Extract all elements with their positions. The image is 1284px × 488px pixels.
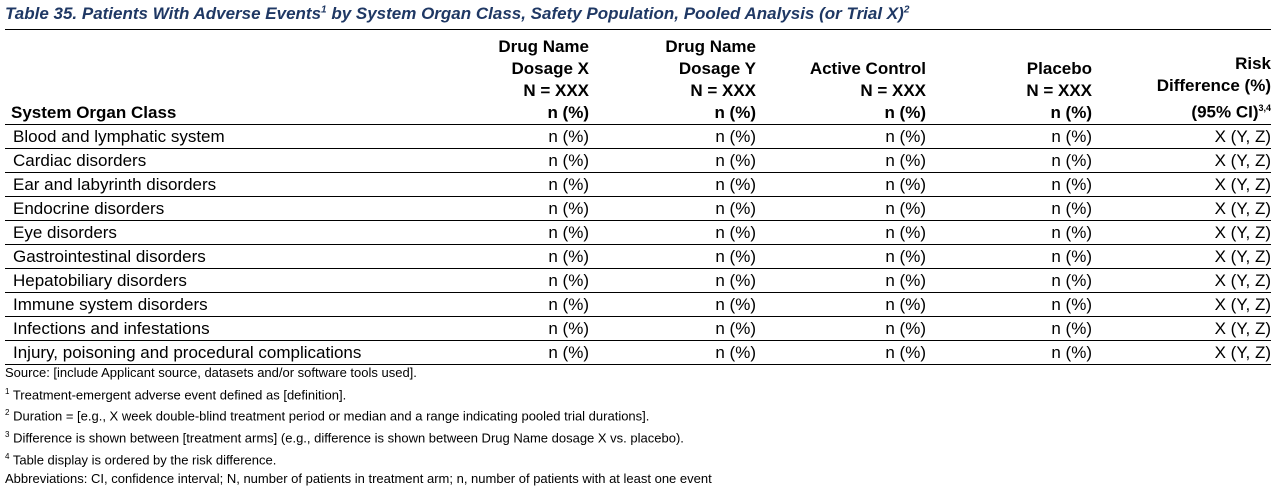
cell-risk-difference: X (Y, Z) (1092, 148, 1271, 173)
table-footnotes: Source: [include Applicant source, datas… (5, 364, 712, 488)
row-system-organ-class: Infections and infestations (5, 316, 495, 341)
row-system-organ-class: Injury, poisoning and procedural complic… (5, 340, 495, 365)
table-row: Cardiac disorders n (%) n (%) n (%) n (%) X (… (5, 148, 1271, 173)
cell-dosage-x: n (%) (495, 220, 589, 245)
cell-dosage-y: n (%) (589, 292, 756, 317)
cell-placebo: n (%) (926, 316, 1092, 341)
cell-risk-difference: X (Y, Z) (1092, 196, 1271, 221)
row-system-organ-class: Endocrine disorders (5, 196, 495, 221)
footnote-3: 3 Difference is shown between [treatment… (5, 430, 684, 446)
cell-active-control: n (%) (756, 124, 926, 149)
abbreviations-note: Abbreviations: CI, confidence interval; … (5, 470, 712, 486)
cell-active-control: n (%) (756, 196, 926, 221)
cell-placebo: n (%) (926, 220, 1092, 245)
header-system-organ-class: System Organ Class (5, 29, 495, 125)
row-system-organ-class: Immune system disorders (5, 292, 495, 317)
cell-active-control: n (%) (756, 292, 926, 317)
cell-risk-difference: X (Y, Z) (1092, 244, 1271, 269)
cell-risk-difference: X (Y, Z) (1092, 316, 1271, 341)
cell-dosage-x: n (%) (495, 268, 589, 293)
cell-dosage-y: n (%) (589, 244, 756, 269)
header-active-control: Active Control N = XXX n (%) (756, 29, 926, 125)
table-row: Ear and labyrinth disorders n (%) n (%) n (… (5, 172, 1271, 197)
cell-dosage-x: n (%) (495, 292, 589, 317)
table-row: Injury, poisoning and procedural complic… (5, 340, 1271, 365)
row-system-organ-class: Hepatobiliary disorders (5, 268, 495, 293)
cell-dosage-y: n (%) (589, 148, 756, 173)
row-system-organ-class: Blood and lymphatic system (5, 124, 495, 149)
cell-active-control: n (%) (756, 268, 926, 293)
cell-dosage-x: n (%) (495, 124, 589, 149)
cell-placebo: n (%) (926, 340, 1092, 365)
cell-dosage-y: n (%) (589, 316, 756, 341)
cell-risk-difference: X (Y, Z) (1092, 172, 1271, 197)
footnote-2: 2 Duration = [e.g., X week double-blind … (5, 408, 650, 424)
table-row: Blood and lymphatic system n (%) n (%) n (%… (5, 124, 1271, 149)
table-row: Immune system disorders n (%) n (%) n (%) n … (5, 292, 1271, 317)
table-row: Endocrine disorders n (%) n (%) n (%) n (%) X… (5, 196, 1271, 221)
row-system-organ-class: Ear and labyrinth disorders (5, 172, 495, 197)
cell-placebo: n (%) (926, 172, 1092, 197)
cell-dosage-y: n (%) (589, 196, 756, 221)
cell-dosage-x: n (%) (495, 172, 589, 197)
cell-active-control: n (%) (756, 172, 926, 197)
cell-placebo: n (%) (926, 292, 1092, 317)
table-row: Eye disorders n (%) n (%) n (%) n (%) X (Y, Z… (5, 220, 1271, 245)
cell-risk-difference: X (Y, Z) (1092, 220, 1271, 245)
cell-risk-difference: X (Y, Z) (1092, 268, 1271, 293)
footnote-1: 1 Treatment-emergent adverse event defin… (5, 386, 347, 402)
cell-placebo: n (%) (926, 244, 1092, 269)
header-risk-difference: Risk Difference (%) (95% CI)3,4 (1092, 29, 1271, 125)
table-row: Gastrointestinal disorders n (%) n (%) n (%… (5, 244, 1271, 269)
cell-active-control: n (%) (756, 244, 926, 269)
cell-dosage-y: n (%) (589, 268, 756, 293)
cell-active-control: n (%) (756, 220, 926, 245)
table-title: Table 35. Patients With Adverse Events1 … (5, 4, 910, 23)
cell-dosage-x: n (%) (495, 148, 589, 173)
cell-risk-difference: X (Y, Z) (1092, 292, 1271, 317)
header-placebo: Placebo N = XXX n (%) (926, 29, 1092, 125)
footnote-4: 4 Table display is ordered by the risk d… (5, 451, 277, 468)
row-system-organ-class: Eye disorders (5, 220, 495, 245)
row-system-organ-class: Gastrointestinal disorders (5, 244, 495, 269)
cell-risk-difference: X (Y, Z) (1092, 124, 1271, 149)
cell-dosage-y: n (%) (589, 172, 756, 197)
cell-dosage-x: n (%) (495, 340, 589, 365)
cell-dosage-x: n (%) (495, 244, 589, 269)
cell-placebo: n (%) (926, 124, 1092, 149)
cell-dosage-y: n (%) (589, 124, 756, 149)
cell-active-control: n (%) (756, 316, 926, 341)
cell-dosage-x: n (%) (495, 316, 589, 341)
cell-risk-difference: X (Y, Z) (1092, 340, 1271, 365)
cell-active-control: n (%) (756, 340, 926, 365)
cell-placebo: n (%) (926, 196, 1092, 221)
row-system-organ-class: Cardiac disorders (5, 148, 495, 173)
cell-placebo: n (%) (926, 148, 1092, 173)
table-row: Infections and infestations n (%) n (%) n (… (5, 316, 1271, 341)
cell-placebo: n (%) (926, 268, 1092, 293)
cell-dosage-y: n (%) (589, 220, 756, 245)
cell-dosage-x: n (%) (495, 196, 589, 221)
cell-dosage-y: n (%) (589, 340, 756, 365)
cell-active-control: n (%) (756, 148, 926, 173)
source-note: Source: [include Applicant source, datas… (5, 365, 417, 380)
table-row: Hepatobiliary disorders n (%) n (%) n (%) n … (5, 268, 1271, 293)
